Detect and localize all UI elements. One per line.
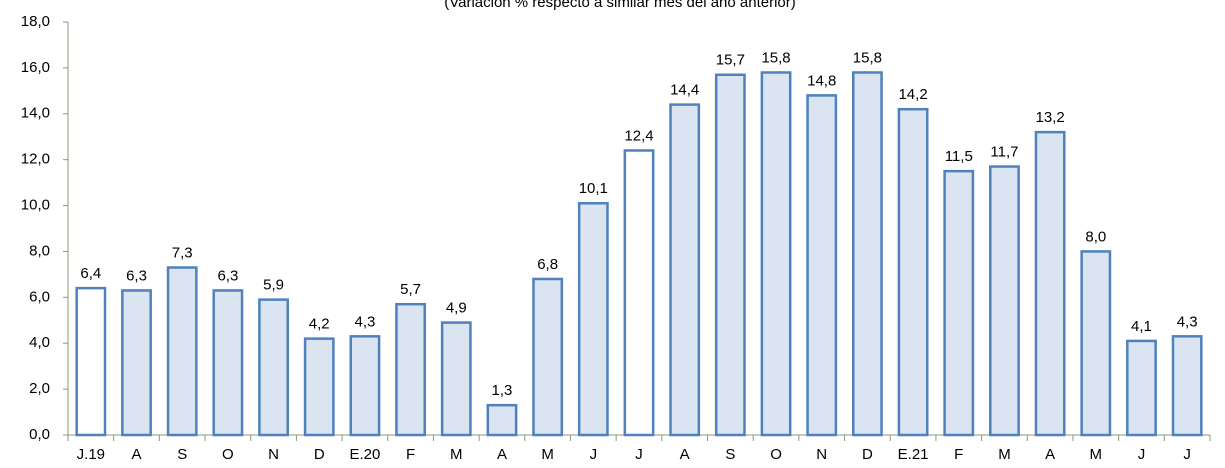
y-tick-label: 4,0 [29,334,50,351]
value-label: 14,2 [898,86,927,103]
bar [1126,339,1157,437]
bar [989,165,1020,437]
value-label: 4,3 [354,313,375,330]
bar [623,149,655,437]
value-label: 11,7 [990,144,1018,161]
value-label: 1,3 [492,382,513,399]
x-tick-label: E.21 [898,446,929,463]
x-tick-label: N [816,446,827,463]
x-tick-label: M [450,446,463,463]
x-tick-label: J [1138,446,1146,463]
bar [395,302,427,437]
value-label: 14,4 [670,82,699,99]
value-label: 6,3 [126,267,147,284]
bar [669,103,701,437]
x-tick-label: S [177,446,187,463]
x-tick-label: A [1045,446,1055,463]
bar [349,335,381,437]
bar [760,71,792,437]
x-tick-label: M [998,446,1011,463]
x-tick-label: N [268,446,279,463]
y-tick-label: 8,0 [29,242,50,259]
y-tick-label: 14,0 [21,105,50,122]
y-tick-label: 0,0 [29,426,50,443]
value-label: 4,3 [1177,313,1198,330]
x-tick-label: S [725,446,735,463]
y-tick-label: 16,0 [21,59,50,76]
bar [1171,335,1203,437]
x-tick-label: D [314,446,325,463]
y-tick-label: 12,0 [21,151,50,168]
x-tick-label: J [1183,446,1191,463]
x-tick-label: D [862,446,873,463]
bar [714,73,746,437]
value-label: 5,9 [263,277,284,294]
x-tick-label: M [541,446,554,463]
bar [486,403,518,437]
y-tick-label: 2,0 [29,380,50,397]
bar [258,298,289,437]
value-label: 15,7 [716,52,745,69]
bar [1034,130,1066,437]
y-tick-label: 18,0 [21,13,50,30]
bar [577,202,609,437]
value-label: 5,7 [400,281,421,298]
x-tick-label: O [222,446,234,463]
bar [212,289,244,437]
x-tick-label: A [132,446,142,463]
value-label: 12,4 [624,127,653,144]
chart-subtitle: (Variación % respecto a similar mes del … [444,0,796,11]
x-tick-label: E.20 [349,446,380,463]
x-tick-label: A [680,446,690,463]
bar [806,94,838,437]
x-tick-label: J.19 [77,446,105,463]
bar [851,71,883,437]
bar [943,169,975,437]
x-tick-label: F [406,446,415,463]
x-tick-label: M [1090,446,1103,463]
bar [166,266,198,437]
value-label: 6,8 [537,256,558,273]
y-tick-label: 10,0 [21,197,50,214]
y-tick-label: 6,0 [29,288,50,305]
value-label: 13,2 [1036,109,1065,126]
bar [532,277,564,437]
value-label: 7,3 [172,244,193,261]
bar [121,289,152,437]
x-tick-label: J [635,446,643,463]
bar [303,337,335,437]
value-label: 11,5 [945,148,973,165]
value-label: 14,8 [807,72,836,89]
x-tick-label: A [497,446,507,463]
value-label: 8,0 [1085,228,1106,245]
bar [75,286,107,437]
x-tick-label: J [590,446,598,463]
x-tick-label: O [770,446,782,463]
bar [1080,250,1112,437]
value-label: 10,1 [579,180,608,197]
bar [440,321,472,437]
value-label: 4,2 [309,316,330,333]
value-label: 6,4 [80,265,101,282]
x-tick-label: F [954,446,963,463]
bar [897,107,929,437]
value-label: 4,9 [446,300,467,317]
value-label: 15,8 [761,49,790,66]
value-label: 15,8 [853,49,882,66]
value-label: 4,1 [1131,318,1152,335]
value-label: 6,3 [217,267,238,284]
